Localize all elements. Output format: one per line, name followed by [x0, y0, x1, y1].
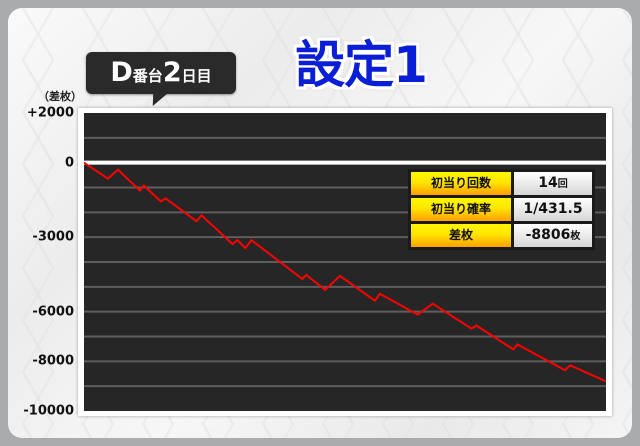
- stat-label: 初当り回数: [411, 172, 511, 195]
- machine-letter: D: [110, 57, 133, 88]
- stat-label: 差枚: [411, 224, 511, 247]
- stat-value: 14回: [514, 172, 592, 195]
- day-suffix: 日目: [181, 67, 212, 85]
- data-point: [164, 197, 167, 200]
- y-tick-label: -8000: [32, 353, 74, 369]
- y-tick-label: -10000: [23, 403, 74, 419]
- data-point: [324, 289, 326, 291]
- data-point: [431, 302, 434, 305]
- y-tick-label: -6000: [32, 304, 74, 320]
- data-point: [339, 275, 341, 277]
- data-point: [374, 299, 376, 302]
- data-point: [236, 239, 239, 241]
- series-line: [84, 161, 606, 383]
- data-point: [605, 380, 606, 383]
- data-point: [516, 343, 519, 346]
- data-point: [200, 214, 203, 217]
- data-point: [416, 313, 419, 316]
- day-number: 2: [162, 57, 182, 88]
- data-point: [512, 348, 515, 351]
- machine-day-label: D 番台 2 日目: [86, 52, 236, 94]
- stats-row-first-hit-count: 初当り回数 14回: [411, 172, 592, 195]
- stats-row-first-hit-rate: 初当り確率 1/431.5: [411, 198, 592, 221]
- data-point: [244, 247, 247, 249]
- data-point: [231, 243, 234, 245]
- data-point: [159, 200, 162, 203]
- data-point: [379, 292, 381, 295]
- line-chart: [84, 113, 606, 411]
- stats-table: 初当り回数 14回 初当り確率 1/431.5 差枚 -8806枚: [411, 172, 592, 250]
- data-point: [139, 189, 141, 192]
- data-point: [564, 369, 566, 372]
- data-point: [470, 327, 473, 330]
- y-tick-label: 0: [64, 155, 74, 171]
- stat-value: 1/431.5: [514, 198, 592, 221]
- setting-title: 設定1: [295, 36, 428, 94]
- data-point: [84, 161, 85, 164]
- data-point: [107, 177, 109, 180]
- stat-value: -8806枚: [514, 224, 592, 247]
- data-point: [250, 239, 253, 241]
- y-tick-label: +2000: [26, 105, 74, 121]
- data-point: [305, 274, 307, 276]
- data-point: [569, 364, 571, 367]
- data-point: [301, 278, 303, 280]
- data-point: [195, 220, 198, 223]
- data-point: [475, 324, 478, 327]
- y-tick-label: -3000: [32, 229, 74, 245]
- y-axis-label: （差枚）: [38, 90, 82, 103]
- data-point: [117, 168, 119, 171]
- data-point: [142, 184, 145, 187]
- machine-suffix: 番台: [132, 67, 163, 85]
- stat-label: 初当り確率: [411, 198, 511, 221]
- stats-row-difference: 差枚 -8806枚: [411, 224, 592, 247]
